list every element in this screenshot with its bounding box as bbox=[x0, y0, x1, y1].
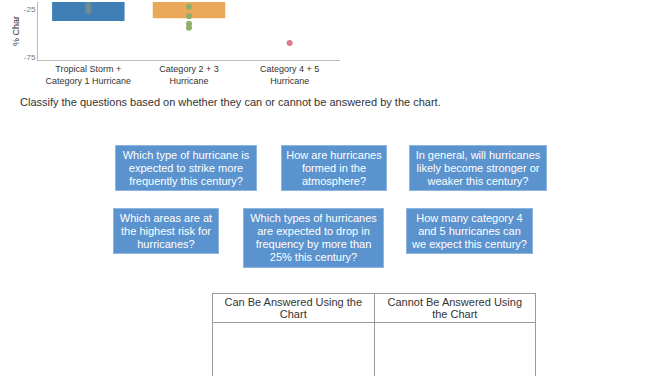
html-text:Cannot Be Answered Using the C: Cannot Be Answered Using the Chart bbox=[387, 296, 522, 320]
html-text:In general, will hurricanes li: In general, will hurricanes likely becom… bbox=[415, 148, 541, 187]
svg-text:% Char: % Char bbox=[11, 16, 21, 46]
html-text:How many category 4 and 5 hurr: How many category 4 and 5 hurricanes can… bbox=[412, 211, 527, 250]
svg-text:-75: -75 bbox=[24, 53, 36, 62]
svg-text:-25: -25 bbox=[24, 5, 36, 14]
html-text:Which areas are at the highest: Which areas are at the highest risk for … bbox=[119, 211, 213, 250]
html-text:Can Be Answered Using the Char: Can Be Answered Using the Chart bbox=[224, 296, 362, 320]
svg-text:Category 4 + 5Hurricane: Category 4 + 5Hurricane bbox=[260, 64, 319, 86]
svg-text:Tropical Storm +Category 1 Hur: Tropical Storm +Category 1 Hurricane bbox=[46, 64, 132, 86]
html-text:Classify the questions based o: Classify the questions based on whether … bbox=[20, 96, 441, 108]
svg-text:Category 2 + 3Hurricane: Category 2 + 3Hurricane bbox=[159, 64, 218, 86]
html-text:How are hurricanes formed in t: How are hurricanes formed in the atmosph… bbox=[286, 148, 382, 187]
html-text:Which types of hurricanes are: Which types of hurricanes are expected t… bbox=[250, 212, 377, 263]
html-text:Which type of hurricane is exp: Which type of hurricane is expected to s… bbox=[122, 148, 250, 187]
